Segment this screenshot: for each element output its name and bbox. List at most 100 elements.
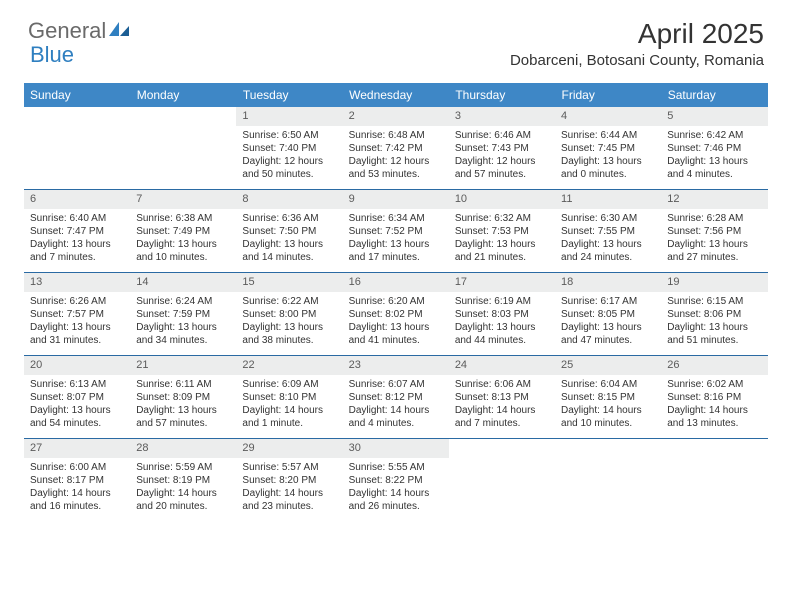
daylight-line: Daylight: 13 hours and 4 minutes. bbox=[667, 155, 761, 181]
daylight-line: Daylight: 14 hours and 7 minutes. bbox=[455, 404, 549, 430]
sunset-line: Sunset: 7:43 PM bbox=[455, 142, 549, 155]
day-detail-cell: Sunrise: 6:40 AMSunset: 7:47 PMDaylight:… bbox=[24, 209, 130, 273]
day-number-cell: 28 bbox=[130, 439, 236, 459]
day-number-cell bbox=[130, 107, 236, 126]
header: General April 2025 Dobarceni, Botosani C… bbox=[0, 0, 792, 73]
sunrise-line: Sunrise: 6:07 AM bbox=[349, 378, 443, 391]
daylight-line: Daylight: 14 hours and 20 minutes. bbox=[136, 487, 230, 513]
month-title: April 2025 bbox=[510, 18, 764, 50]
day-number-cell: 19 bbox=[661, 273, 767, 293]
day-detail-cell: Sunrise: 6:32 AMSunset: 7:53 PMDaylight:… bbox=[449, 209, 555, 273]
day-header-row: SundayMondayTuesdayWednesdayThursdayFrid… bbox=[24, 83, 768, 107]
day-number-cell: 15 bbox=[236, 273, 342, 293]
daylight-line: Daylight: 12 hours and 50 minutes. bbox=[242, 155, 336, 181]
sunrise-line: Sunrise: 6:11 AM bbox=[136, 378, 230, 391]
day-detail-cell: Sunrise: 6:19 AMSunset: 8:03 PMDaylight:… bbox=[449, 292, 555, 356]
day-number-cell bbox=[555, 439, 661, 459]
sunrise-line: Sunrise: 6:09 AM bbox=[242, 378, 336, 391]
day-number-cell: 5 bbox=[661, 107, 767, 126]
day-detail-cell: Sunrise: 6:00 AMSunset: 8:17 PMDaylight:… bbox=[24, 458, 130, 521]
logo-sail-icon bbox=[108, 21, 130, 37]
day-number-cell: 10 bbox=[449, 190, 555, 210]
sunset-line: Sunset: 7:42 PM bbox=[349, 142, 443, 155]
sunset-line: Sunset: 8:10 PM bbox=[242, 391, 336, 404]
day-detail-cell: Sunrise: 5:57 AMSunset: 8:20 PMDaylight:… bbox=[236, 458, 342, 521]
day-number-cell: 1 bbox=[236, 107, 342, 126]
day-detail-cell: Sunrise: 6:22 AMSunset: 8:00 PMDaylight:… bbox=[236, 292, 342, 356]
day-detail-cell: Sunrise: 5:55 AMSunset: 8:22 PMDaylight:… bbox=[343, 458, 449, 521]
daylight-line: Daylight: 13 hours and 7 minutes. bbox=[30, 238, 124, 264]
week-number-row: 20212223242526 bbox=[24, 356, 768, 376]
week-detail-row: Sunrise: 6:40 AMSunset: 7:47 PMDaylight:… bbox=[24, 209, 768, 273]
day-header: Monday bbox=[130, 83, 236, 107]
day-number-cell: 27 bbox=[24, 439, 130, 459]
sunrise-line: Sunrise: 6:46 AM bbox=[455, 129, 549, 142]
sunset-line: Sunset: 8:22 PM bbox=[349, 474, 443, 487]
sunrise-line: Sunrise: 6:06 AM bbox=[455, 378, 549, 391]
daylight-line: Daylight: 13 hours and 31 minutes. bbox=[30, 321, 124, 347]
sunset-line: Sunset: 8:17 PM bbox=[30, 474, 124, 487]
day-header: Saturday bbox=[661, 83, 767, 107]
day-number-cell: 9 bbox=[343, 190, 449, 210]
sunset-line: Sunset: 7:47 PM bbox=[30, 225, 124, 238]
calendar-table: SundayMondayTuesdayWednesdayThursdayFrid… bbox=[24, 83, 768, 521]
daylight-line: Daylight: 13 hours and 14 minutes. bbox=[242, 238, 336, 264]
sunset-line: Sunset: 8:00 PM bbox=[242, 308, 336, 321]
sunset-line: Sunset: 8:13 PM bbox=[455, 391, 549, 404]
sunrise-line: Sunrise: 6:17 AM bbox=[561, 295, 655, 308]
sunset-line: Sunset: 8:19 PM bbox=[136, 474, 230, 487]
day-number-cell bbox=[449, 439, 555, 459]
sunrise-line: Sunrise: 6:44 AM bbox=[561, 129, 655, 142]
day-number-cell: 22 bbox=[236, 356, 342, 376]
day-detail-cell bbox=[555, 458, 661, 521]
day-detail-cell: Sunrise: 6:07 AMSunset: 8:12 PMDaylight:… bbox=[343, 375, 449, 439]
day-detail-cell: Sunrise: 6:20 AMSunset: 8:02 PMDaylight:… bbox=[343, 292, 449, 356]
day-detail-cell: Sunrise: 6:17 AMSunset: 8:05 PMDaylight:… bbox=[555, 292, 661, 356]
day-detail-cell: Sunrise: 6:42 AMSunset: 7:46 PMDaylight:… bbox=[661, 126, 767, 190]
day-detail-cell: Sunrise: 6:02 AMSunset: 8:16 PMDaylight:… bbox=[661, 375, 767, 439]
day-detail-cell: Sunrise: 6:48 AMSunset: 7:42 PMDaylight:… bbox=[343, 126, 449, 190]
sunrise-line: Sunrise: 6:24 AM bbox=[136, 295, 230, 308]
day-header: Wednesday bbox=[343, 83, 449, 107]
day-detail-cell: Sunrise: 6:46 AMSunset: 7:43 PMDaylight:… bbox=[449, 126, 555, 190]
daylight-line: Daylight: 13 hours and 54 minutes. bbox=[30, 404, 124, 430]
day-number-cell: 7 bbox=[130, 190, 236, 210]
sunrise-line: Sunrise: 6:28 AM bbox=[667, 212, 761, 225]
daylight-line: Daylight: 12 hours and 57 minutes. bbox=[455, 155, 549, 181]
sunset-line: Sunset: 7:46 PM bbox=[667, 142, 761, 155]
sunrise-line: Sunrise: 6:34 AM bbox=[349, 212, 443, 225]
day-detail-cell: Sunrise: 6:11 AMSunset: 8:09 PMDaylight:… bbox=[130, 375, 236, 439]
logo: General bbox=[28, 18, 130, 44]
daylight-line: Daylight: 13 hours and 51 minutes. bbox=[667, 321, 761, 347]
day-detail-cell: Sunrise: 6:30 AMSunset: 7:55 PMDaylight:… bbox=[555, 209, 661, 273]
day-number-cell: 18 bbox=[555, 273, 661, 293]
week-number-row: 27282930 bbox=[24, 439, 768, 459]
location-subtitle: Dobarceni, Botosani County, Romania bbox=[510, 52, 764, 69]
calendar-body: 12345 Sunrise: 6:50 AMSunset: 7:40 PMDay… bbox=[24, 107, 768, 521]
sunrise-line: Sunrise: 6:04 AM bbox=[561, 378, 655, 391]
logo-text-general: General bbox=[28, 18, 106, 44]
sunrise-line: Sunrise: 6:20 AM bbox=[349, 295, 443, 308]
sunset-line: Sunset: 8:05 PM bbox=[561, 308, 655, 321]
sunset-line: Sunset: 7:53 PM bbox=[455, 225, 549, 238]
day-number-cell: 23 bbox=[343, 356, 449, 376]
week-detail-row: Sunrise: 6:00 AMSunset: 8:17 PM Daylight:… bbox=[24, 458, 768, 521]
day-number-cell: 14 bbox=[130, 273, 236, 293]
sunset-line: Sunset: 8:03 PM bbox=[455, 308, 549, 321]
daylight-line: Daylight: 13 hours and 41 minutes. bbox=[349, 321, 443, 347]
week-number-row: 12345 bbox=[24, 107, 768, 126]
day-header: Thursday bbox=[449, 83, 555, 107]
sunrise-line: Sunrise: 6:00 AM bbox=[30, 461, 124, 474]
sunset-line: Sunset: 7:52 PM bbox=[349, 225, 443, 238]
title-block: April 2025 Dobarceni, Botosani County, R… bbox=[510, 18, 764, 69]
sunrise-line: Sunrise: 5:57 AM bbox=[242, 461, 336, 474]
logo-text-blue: Blue bbox=[30, 42, 74, 67]
daylight-line: Daylight: 14 hours and 23 minutes. bbox=[242, 487, 336, 513]
daylight-line: Daylight: 12 hours and 53 minutes. bbox=[349, 155, 443, 181]
daylight-line: Daylight: 13 hours and 34 minutes. bbox=[136, 321, 230, 347]
day-number-cell: 29 bbox=[236, 439, 342, 459]
daylight-line: Daylight: 14 hours and 13 minutes. bbox=[667, 404, 761, 430]
sunrise-line: Sunrise: 6:48 AM bbox=[349, 129, 443, 142]
day-detail-cell: Sunrise: 6:26 AMSunset: 7:57 PMDaylight:… bbox=[24, 292, 130, 356]
day-detail-cell bbox=[24, 126, 130, 190]
